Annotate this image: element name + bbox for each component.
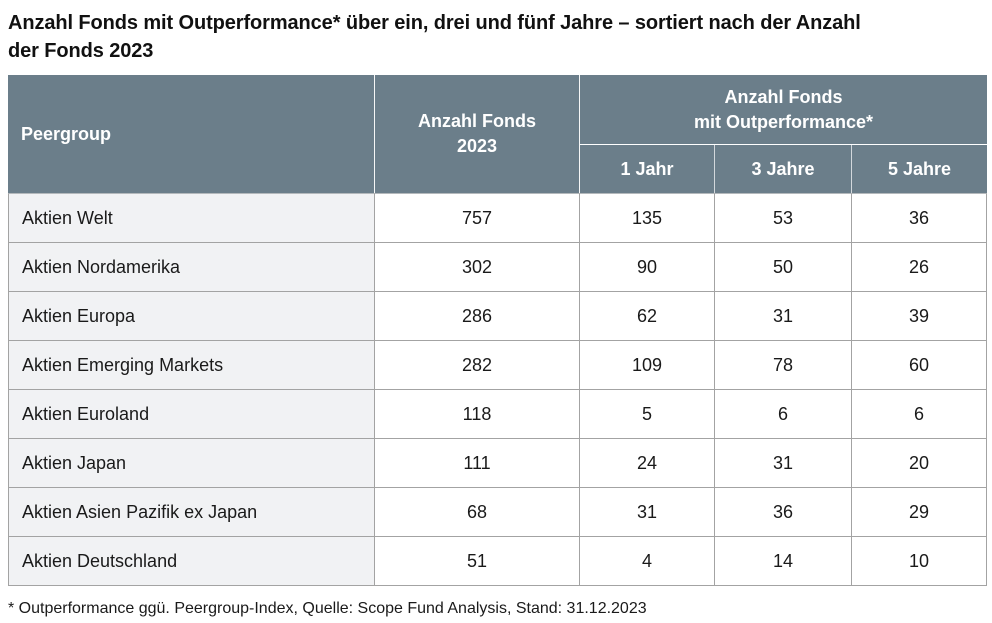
- col-group-header-line-1: Anzahl Fonds: [724, 86, 843, 107]
- col-group-header-line-2: mit Outperformance*: [693, 111, 874, 132]
- col-header-anzahl-fonds-line-2: 2023: [456, 136, 498, 156]
- col-header-anzahl-fonds-line-1: Anzahl Fonds: [418, 111, 536, 131]
- value-cell: 36: [715, 488, 852, 537]
- value-cell: 51: [375, 537, 580, 586]
- page-title: Anzahl Fonds mit Outperformance* über ei…: [8, 9, 987, 65]
- value-cell: 118: [375, 390, 580, 439]
- table-row: Aktien Japan 111 24 31 20: [8, 439, 988, 488]
- value-cell: 50: [715, 243, 852, 292]
- value-cell: 60: [852, 341, 988, 390]
- col-group-header-outperformance: Anzahl Fonds mit Outperformance*: [580, 75, 988, 145]
- value-cell: 14: [715, 537, 852, 586]
- table-row: Aktien Euroland 118 5 6 6: [8, 390, 988, 439]
- value-cell: 282: [375, 341, 580, 390]
- peergroup-cell: Aktien Welt: [8, 193, 375, 243]
- value-cell: 111: [375, 439, 580, 488]
- value-cell: 78: [715, 341, 852, 390]
- table-row: Aktien Europa 286 62 31 39: [8, 292, 988, 341]
- page-title-line-1: Anzahl Fonds mit Outperformance* über ei…: [8, 12, 861, 34]
- value-cell: 20: [852, 439, 988, 488]
- value-cell: 6: [852, 390, 988, 439]
- value-cell: 53: [715, 193, 852, 243]
- value-cell: 757: [375, 193, 580, 243]
- value-cell: 286: [375, 292, 580, 341]
- fonds-outperformance-table: Peergroup Anzahl Fonds 2023 Anzahl Fonds…: [8, 75, 988, 586]
- value-cell: 90: [580, 243, 715, 292]
- value-cell: 31: [715, 292, 852, 341]
- value-cell: 6: [715, 390, 852, 439]
- table-row: Aktien Deutschland 51 4 14 10: [8, 537, 988, 586]
- table-body: Aktien Welt 757 135 53 36 Aktien Nordame…: [8, 193, 988, 586]
- footnote: * Outperformance ggü. Peergroup-Index, Q…: [8, 600, 647, 617]
- table-row: Aktien Emerging Markets 282 109 78 60: [8, 341, 988, 390]
- value-cell: 68: [375, 488, 580, 537]
- peergroup-cell: Aktien Euroland: [8, 390, 375, 439]
- col-header-5-jahre: 5 Jahre: [852, 145, 988, 193]
- value-cell: 31: [715, 439, 852, 488]
- value-cell: 302: [375, 243, 580, 292]
- table-header: Peergroup Anzahl Fonds 2023 Anzahl Fonds…: [8, 75, 988, 193]
- table-header-row-periods: 1 Jahr 3 Jahre 5 Jahre: [8, 145, 988, 193]
- table-row: Aktien Nordamerika 302 90 50 26: [8, 243, 988, 292]
- col-header-1-jahr: 1 Jahr: [580, 145, 715, 193]
- peergroup-cell: Aktien Nordamerika: [8, 243, 375, 292]
- table-row: Aktien Asien Pazifik ex Japan 68 31 36 2…: [8, 488, 988, 537]
- peergroup-cell: Aktien Emerging Markets: [8, 341, 375, 390]
- page-title-line-2: der Fonds 2023: [8, 40, 154, 62]
- value-cell: 4: [580, 537, 715, 586]
- value-cell: 26: [852, 243, 988, 292]
- table-header-row-group: Peergroup Anzahl Fonds 2023 Anzahl Fonds…: [8, 75, 988, 193]
- peergroup-cell: Aktien Asien Pazifik ex Japan: [8, 488, 375, 537]
- value-cell: 5: [580, 390, 715, 439]
- value-cell: 10: [852, 537, 988, 586]
- value-cell: 62: [580, 292, 715, 341]
- peergroup-cell: Aktien Deutschland: [8, 537, 375, 586]
- value-cell: 135: [580, 193, 715, 243]
- value-cell: 36: [852, 193, 988, 243]
- peergroup-cell: Aktien Europa: [8, 292, 375, 341]
- value-cell: 109: [580, 341, 715, 390]
- value-cell: 24: [580, 439, 715, 488]
- value-cell: 29: [852, 488, 988, 537]
- col-header-anzahl-fonds-2023: Anzahl Fonds 2023: [375, 75, 580, 193]
- col-header-peergroup: Peergroup: [8, 75, 375, 193]
- value-cell: 31: [580, 488, 715, 537]
- col-header-3-jahre: 3 Jahre: [715, 145, 852, 193]
- table-row: Aktien Welt 757 135 53 36: [8, 193, 988, 243]
- value-cell: 39: [852, 292, 988, 341]
- peergroup-cell: Aktien Japan: [8, 439, 375, 488]
